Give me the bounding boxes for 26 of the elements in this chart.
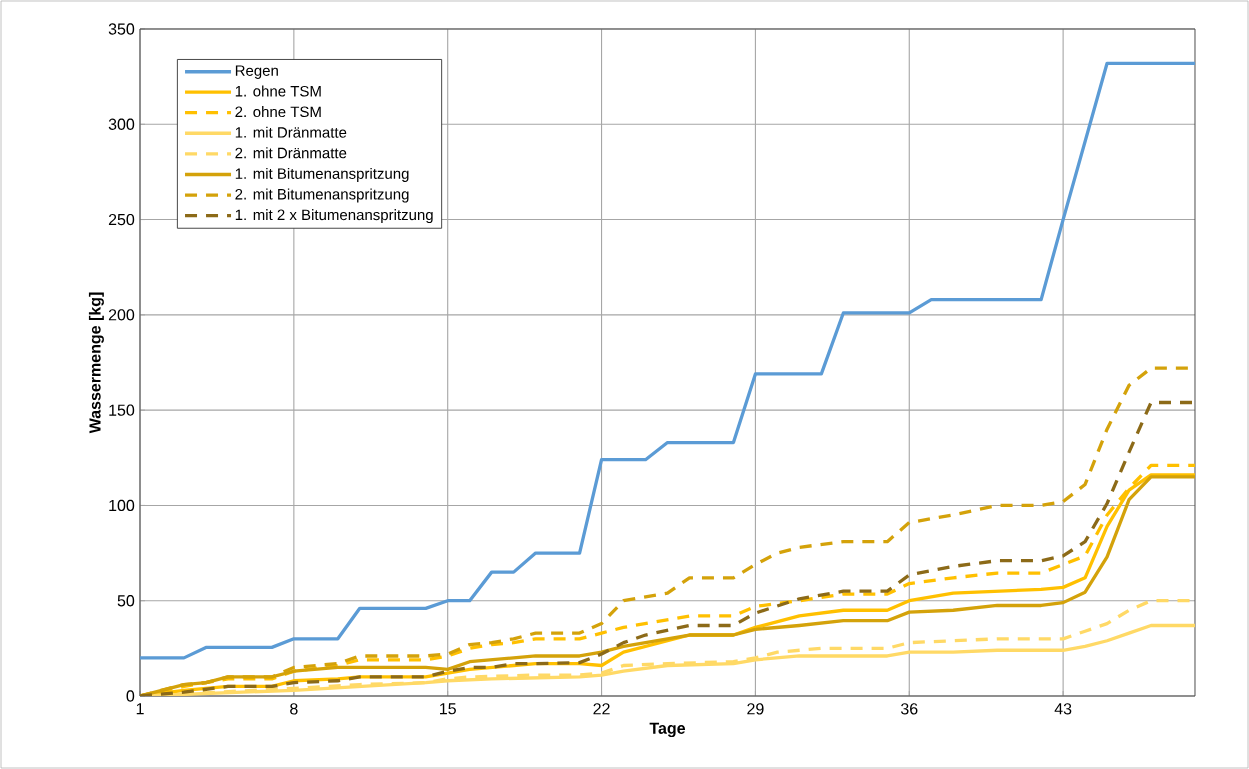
y-tick-label: 0 xyxy=(126,690,135,702)
x-axis-title: Tage xyxy=(649,722,686,738)
legend-label: 1. mit Bitumenanspritzung xyxy=(235,167,409,182)
legend-label: 2. mit Bitumenanspritzung xyxy=(235,188,409,203)
legend-label: Regen xyxy=(235,65,278,79)
y-axis-title: Wassermenge [kg] xyxy=(88,292,104,434)
y-tick-label: 300 xyxy=(108,118,135,130)
y-tick-label: 100 xyxy=(109,499,135,512)
x-tick-label: 36 xyxy=(900,703,918,715)
line-series xyxy=(140,61,1195,660)
legend-label: 1. mit Dränmatte xyxy=(235,126,347,138)
y-tick-label: 50 xyxy=(117,595,135,607)
y-tick-label: 200 xyxy=(108,309,135,321)
legend-label: 2. ohne TSM xyxy=(235,106,321,118)
x-tick-label: 8 xyxy=(290,703,298,715)
x-tick-label: 29 xyxy=(747,703,764,715)
legend-label: 1. ohne TSM xyxy=(235,85,321,97)
x-tick-label: 43 xyxy=(1054,703,1072,715)
y-tick-label: 150 xyxy=(109,404,135,416)
x-tick-label: 22 xyxy=(593,703,610,715)
legend-label: 1. mit 2 x Bitumenanspritzung xyxy=(235,209,433,224)
y-tick-label: 350 xyxy=(108,23,135,35)
x-tick-label: 15 xyxy=(440,703,456,715)
x-tick-label: 1 xyxy=(136,703,144,715)
legend-label: 2. mit Dränmatte xyxy=(235,147,347,159)
y-tick-label: 250 xyxy=(108,213,135,226)
